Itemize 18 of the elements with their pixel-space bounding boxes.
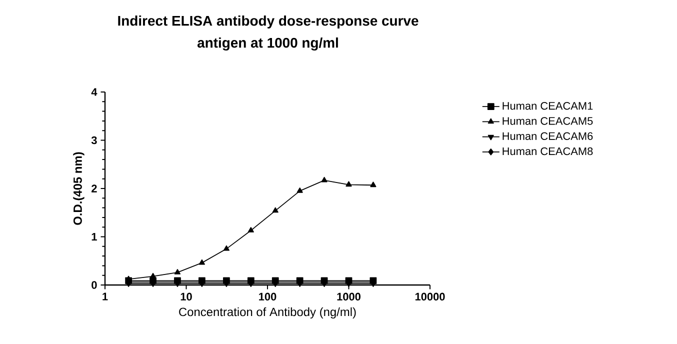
y-tick-label: 1 [92, 232, 97, 241]
x-tick-label: 10 [180, 292, 192, 301]
legend-label: Human CEACAM6 [502, 132, 593, 140]
y-tick-label: 3 [91, 136, 97, 144]
y-axis-title: O.D.(405 nm) [73, 152, 84, 225]
chart-title: Indirect ELISA antibody dose-response curve [118, 15, 418, 28]
legend-label: Human CEACAM1 [502, 102, 593, 110]
y-tick-label: 2 [92, 184, 97, 192]
x-axis-title: Concentration of Antibody (ng/ml) [179, 307, 356, 319]
y-tick-label: 0 [92, 281, 97, 289]
x-tick-label: 10000 [415, 292, 445, 301]
x-tick-label: 100 [259, 292, 276, 301]
legend-label: Human CEACAM8 [502, 147, 593, 156]
x-tick-label: 1 [102, 292, 108, 300]
chart-subtitle: antigen at 1000 ng/ml [197, 37, 338, 51]
legend-label: Human CEACAM5 [502, 117, 593, 125]
x-tick-label: 1000 [337, 292, 360, 301]
y-tick-label: 4 [91, 88, 98, 96]
